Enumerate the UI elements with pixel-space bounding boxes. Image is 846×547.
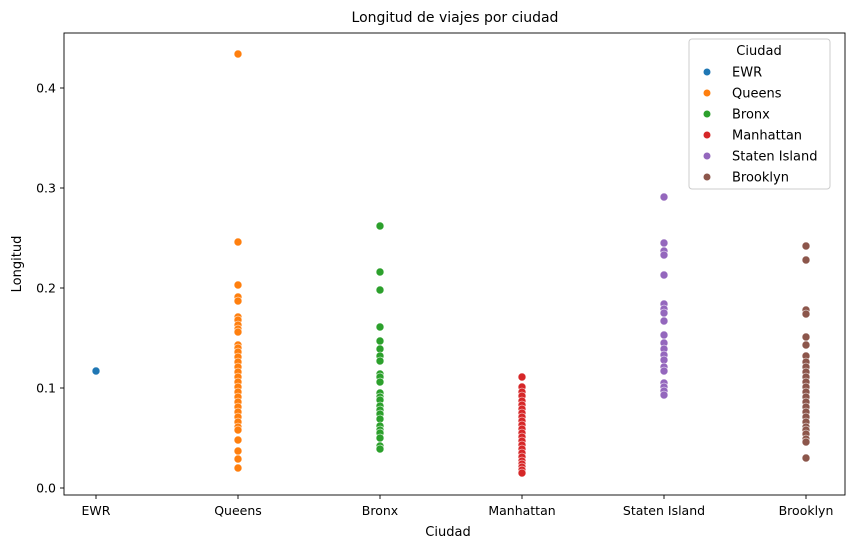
plot-frame bbox=[63, 32, 846, 496]
data-point bbox=[801, 453, 811, 463]
data-point bbox=[233, 237, 243, 247]
y-tick-label: 0.2 bbox=[36, 281, 56, 296]
data-point bbox=[233, 296, 243, 306]
data-point bbox=[375, 322, 385, 332]
data-point bbox=[517, 372, 527, 382]
data-point bbox=[659, 238, 669, 248]
data-point bbox=[233, 446, 243, 456]
legend-box bbox=[688, 38, 831, 190]
data-point bbox=[233, 454, 243, 464]
legend-marker bbox=[703, 68, 711, 76]
y-tick-label: 0.1 bbox=[36, 381, 56, 396]
legend-label: Queens bbox=[732, 87, 782, 102]
data-point bbox=[659, 366, 669, 376]
legend-marker bbox=[703, 152, 711, 160]
data-point bbox=[659, 316, 669, 326]
legend-items: EWR Queens Bronx Manhattan Staten Island Broo… bbox=[703, 66, 817, 186]
data-point bbox=[233, 49, 243, 59]
data-point bbox=[375, 377, 385, 387]
data-point bbox=[375, 221, 385, 231]
data-point bbox=[801, 255, 811, 265]
legend-marker bbox=[703, 110, 711, 118]
legend-label: Brooklyn bbox=[732, 171, 789, 186]
data-point bbox=[233, 463, 243, 473]
legend-title: Ciudad bbox=[736, 44, 781, 59]
data-point bbox=[375, 267, 385, 277]
data-point bbox=[659, 330, 669, 340]
y-tick-label: 0.4 bbox=[36, 81, 56, 96]
data-point bbox=[659, 308, 669, 318]
x-tick-label: Manhattan bbox=[488, 503, 555, 518]
data-point bbox=[375, 444, 385, 454]
x-tick-label: Staten Island bbox=[623, 503, 705, 518]
data-point bbox=[233, 425, 243, 435]
data-point bbox=[375, 336, 385, 346]
data-point bbox=[801, 241, 811, 251]
y-tick-label: 0.3 bbox=[36, 181, 56, 196]
legend-label: Bronx bbox=[732, 108, 770, 123]
y-axis: 0.0 0.1 0.2 0.3 0.4 bbox=[36, 81, 64, 496]
points-layer bbox=[91, 49, 811, 478]
legend-marker bbox=[703, 89, 711, 97]
data-point bbox=[517, 468, 527, 478]
legend-label: Staten Island bbox=[732, 150, 817, 165]
x-axis-label: Ciudad bbox=[425, 525, 470, 540]
legend-marker bbox=[703, 131, 711, 139]
x-tick-label: Bronx bbox=[362, 503, 398, 518]
data-point bbox=[375, 356, 385, 366]
legend: Ciudad EWR Queens Bronx Manhattan Staten Isl… bbox=[688, 38, 831, 190]
legend-marker bbox=[703, 173, 711, 181]
legend-label: EWR bbox=[732, 66, 762, 81]
data-point bbox=[233, 280, 243, 290]
x-axis: EWR Queens Bronx Manhattan Staten Island Broo… bbox=[82, 495, 834, 518]
x-tick-label: Queens bbox=[214, 503, 262, 518]
data-point bbox=[91, 366, 101, 376]
data-point bbox=[375, 433, 385, 443]
data-point bbox=[375, 285, 385, 295]
data-point bbox=[801, 332, 811, 342]
data-point bbox=[801, 309, 811, 319]
y-tick-label: 0.0 bbox=[36, 481, 56, 496]
data-point bbox=[659, 270, 669, 280]
x-tick-label: EWR bbox=[82, 503, 111, 518]
y-axis-label: Longitud bbox=[10, 236, 25, 293]
chart-title: Longitud de viajes por ciudad bbox=[352, 10, 559, 26]
x-tick-label: Brooklyn bbox=[779, 503, 834, 518]
data-point bbox=[801, 437, 811, 447]
data-point bbox=[801, 340, 811, 350]
data-point bbox=[659, 390, 669, 400]
data-point bbox=[233, 327, 243, 337]
legend-label: Manhattan bbox=[732, 129, 802, 144]
data-point bbox=[659, 192, 669, 202]
data-point bbox=[233, 435, 243, 445]
data-point bbox=[659, 250, 669, 260]
